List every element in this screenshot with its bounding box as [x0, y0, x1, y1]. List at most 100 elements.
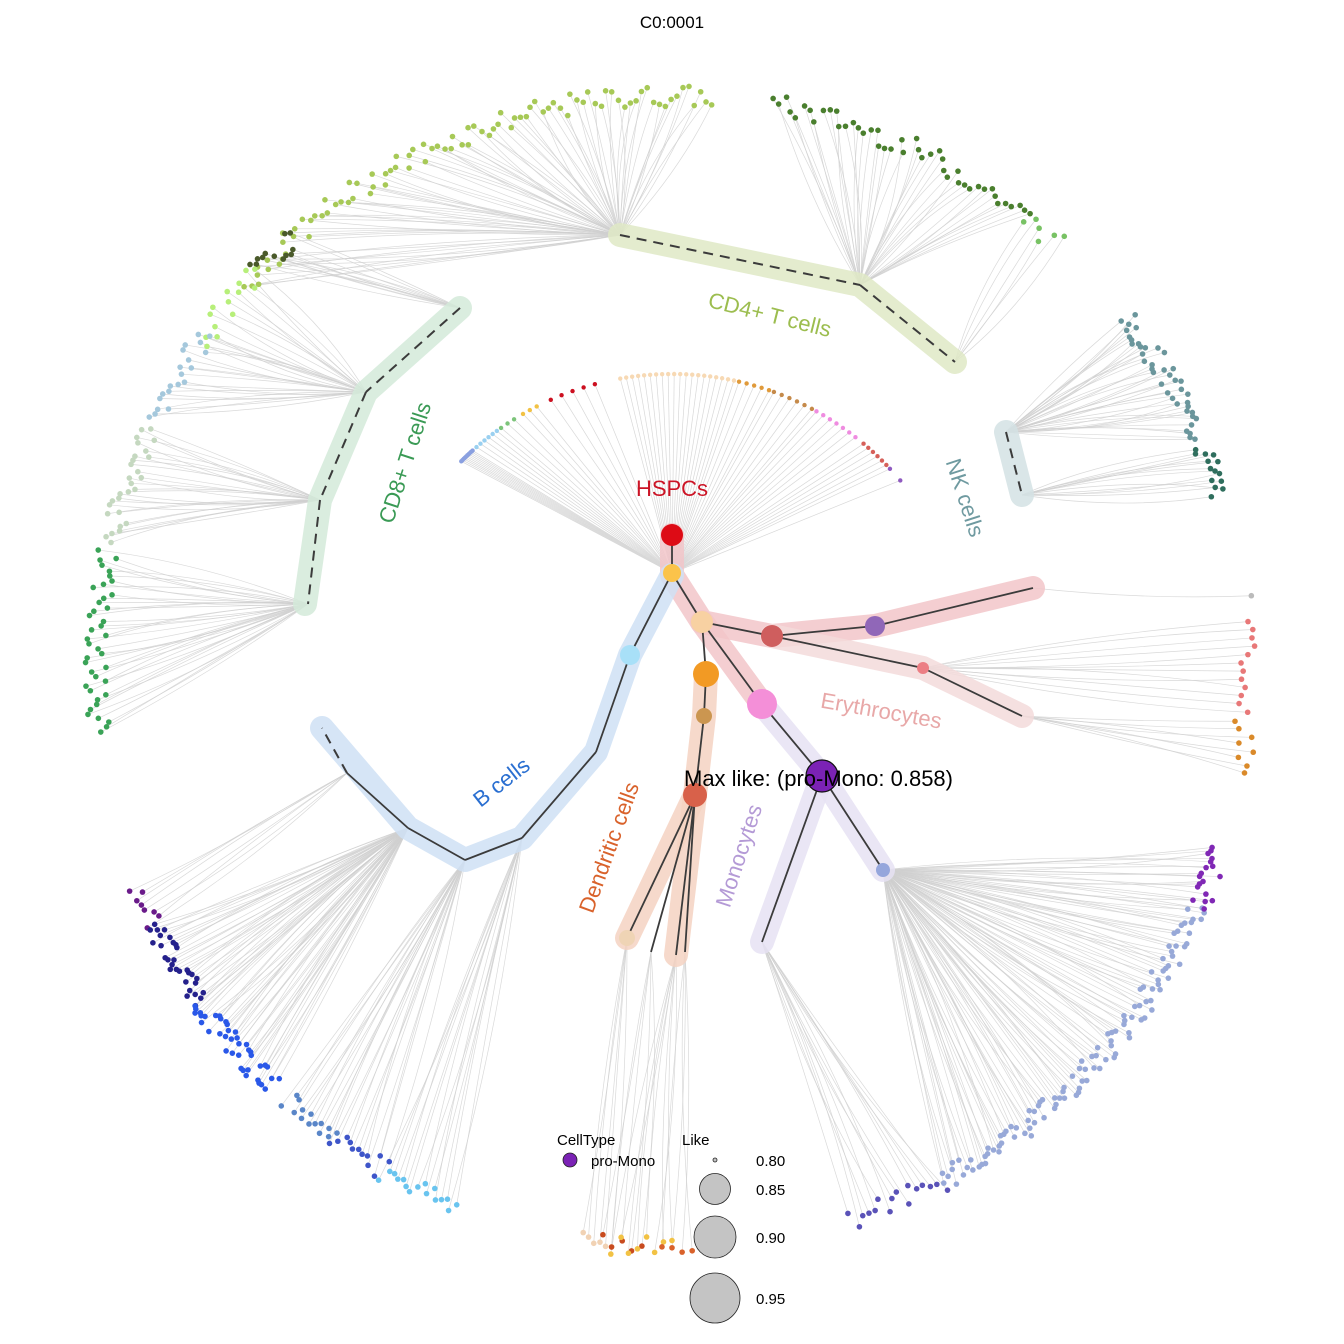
- leaf-dot-4-3: [1210, 452, 1217, 458]
- leaf-dot-12-8: [257, 1063, 264, 1069]
- leaf-dot-8-13: [132, 486, 138, 493]
- fan-line-1-5: [804, 105, 861, 286]
- fan-line-21-78: [882, 869, 1035, 1123]
- leaf-dot-20-15: [845, 1210, 851, 1217]
- leaf-dot-21-5: [1188, 919, 1195, 926]
- inner-leaf-4-0: [548, 397, 553, 402]
- leaf-dot-1-15: [860, 130, 867, 136]
- inner-fan-9-1: [671, 447, 869, 574]
- fan-line-7-17: [200, 342, 367, 393]
- fan-line-9-38: [116, 558, 309, 605]
- fan-line-7-14: [182, 349, 367, 393]
- fan-line-0-74: [616, 107, 626, 236]
- leaf-dot-1-8: [820, 107, 827, 114]
- leaf-dot-21-60: [1079, 1078, 1086, 1084]
- leaf-dot-15-11: [400, 1176, 407, 1183]
- fan-line-21-107: [882, 869, 949, 1177]
- leaf-dot-1-44: [1027, 210, 1033, 217]
- leaf-dot-14-1: [371, 1173, 378, 1180]
- leaf-dot-8-6: [104, 510, 111, 517]
- leaf-dot-21-52: [1093, 1052, 1099, 1059]
- fan-line-21-98: [882, 869, 980, 1167]
- leaf-dot-0-24: [350, 195, 356, 202]
- fan-line-21-44: [882, 869, 1113, 1033]
- leaf-dot-21-8: [1186, 930, 1193, 937]
- fan-line-13-4: [320, 859, 466, 1124]
- inner-fan-6-2: [671, 385, 755, 574]
- leaf-dot-11-26: [161, 927, 168, 933]
- inner-leaf-9-3: [875, 453, 880, 459]
- leaf-dot-21-50: [1094, 1044, 1101, 1051]
- fan-line-0-57: [526, 116, 621, 236]
- leaf-dot-24-7: [1238, 676, 1245, 683]
- fan-line-19-1: [681, 951, 690, 1253]
- fan-line-21-65: [882, 869, 1065, 1088]
- leaf-dot-15-5: [431, 1185, 438, 1192]
- inner-leaf-4-1: [559, 393, 564, 398]
- leaf-dot-9-26: [91, 608, 97, 615]
- leaf-dot-15-4: [432, 1197, 439, 1203]
- leaf-dot-0-67: [580, 99, 587, 106]
- leaf-dot-0-71: [602, 88, 609, 94]
- leaf-dot-0-88: [703, 99, 709, 105]
- node-erythro-2: [865, 616, 885, 636]
- fan-line-5-7: [285, 255, 461, 309]
- leaf-dot-12-32: [212, 1012, 219, 1019]
- leaf-dot-5-7: [283, 252, 289, 259]
- tree-edge-21: [464, 837, 523, 861]
- leaf-dot-7-10: [178, 371, 185, 377]
- leaf-dot-7-12: [188, 365, 195, 371]
- leaf-dot-23-4: [1250, 749, 1257, 756]
- leaf-dot-7-11: [177, 364, 183, 370]
- fan-line-24-1: [922, 629, 1253, 669]
- leaf-dot-21-30: [1148, 997, 1154, 1004]
- inner-leaf-3-1: [527, 407, 533, 413]
- fan-line-21-94: [882, 869, 988, 1154]
- fan-line-6-5: [212, 306, 367, 393]
- leaf-dot-14-6: [355, 1146, 362, 1153]
- leaf-dot-15-15: [375, 1177, 382, 1184]
- leaf-dot-8-17: [135, 468, 141, 475]
- leaf-dot-23-5: [1235, 754, 1242, 761]
- fan-line-9-6: [96, 603, 309, 705]
- leaf-dot-21-79: [1025, 1117, 1031, 1124]
- leaf-dot-7-2: [154, 406, 161, 413]
- leaf-dot-4-5: [1215, 458, 1221, 465]
- leaf-dot-1-20: [888, 146, 894, 152]
- fan-line-9-3: [98, 603, 309, 719]
- fan-line-3-9: [1005, 346, 1141, 433]
- fan-line-21-32: [882, 869, 1153, 1011]
- fan-line-16-2: [599, 937, 628, 1243]
- leaf-dot-9-36: [99, 562, 105, 568]
- leaf-dot-21-10: [1171, 930, 1177, 937]
- leaf-dot-0-28: [370, 184, 376, 190]
- fan-line-14-10: [337, 859, 466, 1142]
- inner-fan-6-1: [671, 383, 747, 574]
- leaf-dot-2-4: [1051, 232, 1058, 239]
- leaf-dot-10-7: [126, 888, 133, 894]
- fan-line-15-4: [435, 837, 523, 1201]
- fan-line-0-69: [594, 103, 621, 236]
- leaf-dot-21-40: [1121, 1021, 1127, 1028]
- leaf-dot-16-3: [590, 1240, 597, 1247]
- leaf-dot-12-20: [223, 1048, 229, 1054]
- leaf-dot-12-1: [262, 1086, 269, 1092]
- fan-line-23-3: [1021, 715, 1239, 744]
- leaf-dot-21-98: [976, 1164, 983, 1170]
- leaf-dot-2-2: [1036, 225, 1042, 232]
- tree-edge-dashed-3: [319, 391, 367, 501]
- fan-line-0-68: [587, 91, 621, 236]
- leaf-dot-1-34: [966, 186, 973, 192]
- leaf-dot-0-40: [429, 145, 435, 152]
- leaf-dot-24-6: [1240, 668, 1246, 674]
- leaf-dot-20-14: [856, 1223, 863, 1230]
- leaf-dot-8-27: [147, 426, 154, 432]
- tree-edge-3: [771, 625, 876, 637]
- fan-line-21-69: [882, 869, 1056, 1099]
- legend-like-080-label: 0.80: [756, 1153, 785, 1170]
- leaf-dot-6-4: [207, 311, 213, 317]
- fan-line-1-41: [859, 206, 1012, 286]
- leaf-dot-8-0: [108, 539, 114, 546]
- inner-leaf-6-1: [744, 381, 749, 386]
- fan-line-3-17: [1005, 372, 1154, 433]
